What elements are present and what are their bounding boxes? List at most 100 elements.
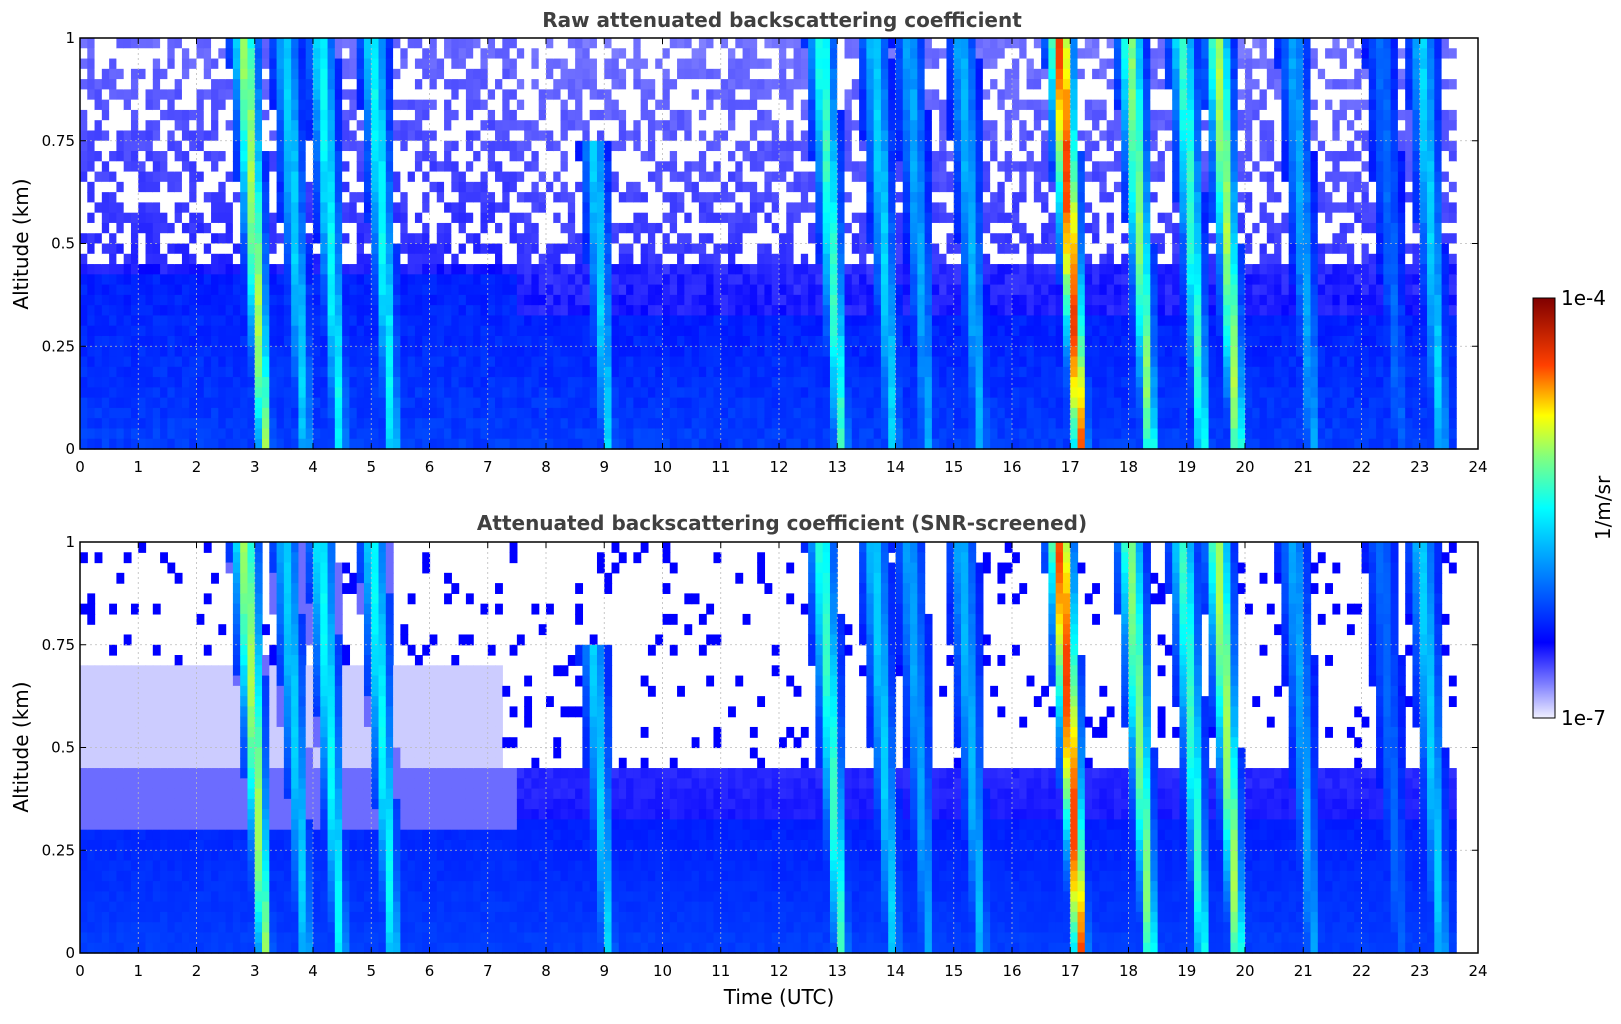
heatmap-cell (946, 294, 955, 306)
heatmap-cell (94, 243, 103, 255)
heatmap-cell (728, 181, 736, 193)
heatmap-cell (706, 109, 715, 121)
heatmap-cell (662, 264, 671, 275)
heatmap-cell (779, 48, 787, 60)
heatmap-cell (786, 294, 795, 306)
heatmap-cell (320, 243, 329, 255)
heatmap-cell (487, 387, 496, 399)
heatmap-cell (844, 264, 853, 275)
heatmap-cell (181, 366, 190, 378)
heatmap-cell (742, 79, 751, 90)
heatmap-cell (931, 181, 940, 193)
heatmap-cell (815, 356, 824, 368)
heatmap-cell (320, 192, 329, 204)
heatmap-cell (837, 356, 846, 368)
heatmap-cell (982, 48, 991, 60)
heatmap-cell (793, 130, 802, 142)
heatmap-cell (640, 58, 649, 70)
heatmap-cell (342, 109, 351, 121)
heatmap-cell (538, 38, 547, 49)
heatmap-cell (181, 253, 190, 265)
heatmap-cell (283, 356, 292, 368)
heatmap-cell (961, 192, 969, 204)
heatmap-cell (888, 233, 897, 245)
heatmap-cell (509, 58, 518, 70)
heatmap-cell (735, 335, 744, 347)
heatmap-cell (538, 407, 547, 419)
heatmap-cell (808, 335, 817, 347)
heatmap-cell (473, 243, 482, 255)
heatmap-cell (698, 253, 707, 265)
heatmap-cell (633, 140, 642, 152)
heatmap-cell (844, 109, 853, 121)
heatmap-cell (407, 109, 416, 121)
heatmap-cell (917, 346, 926, 358)
heatmap-cell (305, 233, 314, 245)
heatmap-cell (793, 48, 802, 60)
heatmap-cell (626, 48, 634, 60)
heatmap-cell (152, 294, 161, 306)
heatmap-cell (145, 38, 154, 49)
heatmap-cell (538, 89, 547, 101)
heatmap-cell (429, 109, 438, 121)
heatmap-cell (655, 109, 664, 121)
heatmap-cell (880, 397, 889, 409)
heatmap-cell (939, 253, 948, 265)
heatmap-cell (429, 171, 438, 183)
heatmap-cell (283, 397, 292, 409)
heatmap-cell (123, 377, 132, 388)
heatmap-cell (363, 130, 372, 142)
heatmap-cell (618, 397, 627, 409)
heatmap-cell (764, 38, 773, 49)
heatmap-cell (618, 253, 627, 265)
heatmap-cell (589, 202, 598, 214)
heatmap-cell (822, 130, 831, 142)
heatmap-cell (87, 294, 96, 306)
heatmap-cell (611, 68, 620, 80)
heatmap-cell (291, 99, 300, 111)
heatmap-cell (706, 346, 715, 358)
heatmap-cell (313, 202, 321, 214)
heatmap-cell (975, 377, 984, 388)
heatmap-cell (677, 38, 685, 49)
heatmap-cell (866, 99, 875, 111)
heatmap-cell (655, 130, 664, 142)
heatmap-cell (844, 253, 853, 265)
heatmap-cell (902, 274, 911, 286)
heatmap-cell (174, 274, 183, 286)
heatmap-cell (145, 99, 154, 111)
heatmap-cell (859, 377, 867, 388)
heatmap-cell (123, 181, 132, 193)
heatmap-cell (465, 438, 474, 450)
heatmap-cell (145, 397, 154, 409)
heatmap-cell (917, 315, 926, 327)
heatmap-cell (109, 192, 118, 204)
heatmap-cell (451, 428, 460, 440)
heatmap-cell (560, 346, 569, 358)
heatmap-cell (910, 356, 918, 368)
heatmap-cell (349, 315, 358, 327)
heatmap-cell (203, 171, 212, 183)
heatmap-cell (269, 243, 278, 255)
heatmap-cell (880, 264, 889, 275)
heatmap-cell (873, 68, 882, 80)
heatmap-cell (363, 140, 372, 152)
heatmap-cell (713, 243, 722, 255)
heatmap-cell (407, 202, 416, 214)
heatmap-cell (167, 140, 176, 152)
heatmap-cell (953, 428, 962, 440)
heatmap-cell (873, 274, 882, 286)
heatmap-cell (145, 68, 154, 80)
heatmap-cell (480, 212, 489, 224)
heatmap-cell (145, 140, 154, 152)
heatmap-cell (742, 438, 751, 450)
heatmap-cell (334, 181, 343, 193)
heatmap-cell (407, 140, 416, 152)
heatmap-cell (662, 48, 671, 60)
heatmap-cell (444, 171, 452, 183)
heatmap-cell (822, 48, 831, 60)
heatmap-cell (917, 243, 926, 255)
heatmap-cell (473, 161, 482, 173)
heatmap-cell (254, 305, 263, 317)
heatmap-cell (939, 438, 948, 450)
